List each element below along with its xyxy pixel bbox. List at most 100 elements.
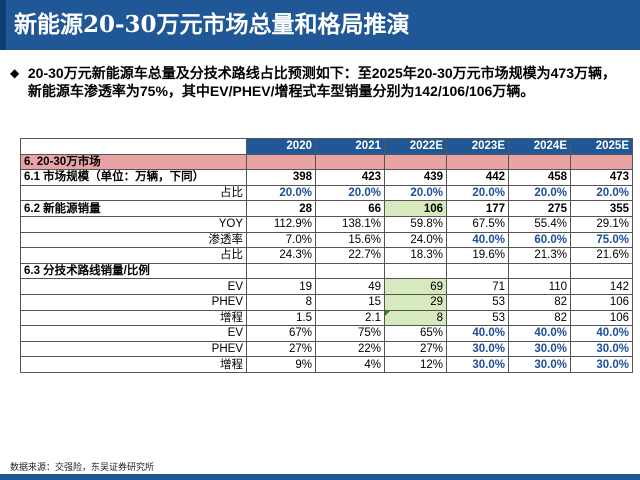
footer-bar <box>0 474 640 480</box>
table-row: 6.1 市场规模（单位：万辆，下同） 398 423 439 442 458 4… <box>20 169 633 186</box>
table-cell: 40.0% <box>446 325 509 342</box>
table-row: EV 19 49 69 71 110 142 <box>20 278 633 295</box>
table-cell: 275 <box>508 200 571 217</box>
table-cell: 106 <box>570 293 633 311</box>
table-row: 6.3 分技术路线销量/比例 <box>20 262 633 280</box>
table-cell: 30.0% <box>570 340 633 358</box>
table-cell: 4% <box>315 356 385 373</box>
table-cell: 19 <box>246 278 316 295</box>
table-cell: 21.6% <box>570 247 633 264</box>
table-cell: 20.0% <box>315 184 385 202</box>
table-cell: 69 <box>384 278 447 295</box>
table-cell: 65% <box>384 325 447 342</box>
table-row: PHEV 8 15 29 53 82 106 <box>20 293 633 311</box>
table-cell: 22.7% <box>315 247 385 264</box>
row-label: 占比 <box>20 184 247 202</box>
empty-cell <box>246 153 316 171</box>
table-cell: 30.0% <box>508 340 571 358</box>
table-cell: 21.3% <box>508 247 571 264</box>
row-label: 渗透率 <box>20 231 247 249</box>
bullet-point: ◆ 20-30万元新能源车总量及分技术路线占比预测如下：至2025年20-30万… <box>10 64 630 100</box>
table-cell: 8 <box>384 309 447 327</box>
table-cell: 71 <box>446 278 509 295</box>
table-row: YOY 112.9% 138.1% 59.8% 67.5% 55.4% 29.1… <box>20 215 633 233</box>
row-label: 增程 <box>20 309 247 327</box>
year-header: 2020 <box>246 138 316 155</box>
table-cell: 30.0% <box>446 340 509 358</box>
table-cell: 40.0% <box>570 325 633 342</box>
table-cell: 75% <box>315 325 385 342</box>
table-cell: 29 <box>384 293 447 311</box>
table-cell: 15 <box>315 293 385 311</box>
table-cell: 2.1 <box>315 309 385 327</box>
table-cell: 82 <box>508 309 571 327</box>
table-cell: 24.0% <box>384 231 447 249</box>
table-cell: 12% <box>384 356 447 373</box>
data-source-note: 数据来源：交强险，东吴证券研究所 <box>10 462 155 472</box>
table-cell: 55.4% <box>508 215 571 233</box>
table-cell: 20.0% <box>384 184 447 202</box>
table-cell: 7.0% <box>246 231 316 249</box>
table-cell: 138.1% <box>315 215 385 233</box>
table-row: 占比 20.0% 20.0% 20.0% 20.0% 20.0% 20.0% <box>20 184 633 202</box>
table-cell: 27% <box>246 340 316 358</box>
empty-cell <box>384 153 447 171</box>
table-row: PHEV 27% 22% 27% 30.0% 30.0% 30.0% <box>20 340 633 358</box>
table-cell: 40.0% <box>508 325 571 342</box>
bullet-text: 20-30万元新能源车总量及分技术路线占比预测如下：至2025年20-30万元市… <box>27 65 617 99</box>
empty-cell <box>246 262 316 280</box>
table-cell: 106 <box>570 309 633 327</box>
year-header: 2022E <box>384 138 447 155</box>
table-cell: 40.0% <box>446 231 509 249</box>
row-label: PHEV <box>20 340 247 358</box>
table-cell: 30.0% <box>570 356 633 373</box>
table-cell: 19.6% <box>446 247 509 264</box>
forecast-table: 2020 2021 2022E 2023E 2024E 2025E 6. 20-… <box>20 138 633 373</box>
table-cell: 67.5% <box>446 215 509 233</box>
row-label: 6.3 分技术路线销量/比例 <box>20 262 247 280</box>
empty-cell <box>315 262 385 280</box>
table-cell: 177 <box>446 200 509 217</box>
empty-cell <box>570 153 633 171</box>
empty-cell <box>508 153 571 171</box>
row-label: EV <box>20 278 247 295</box>
table-cell: 142 <box>570 278 633 295</box>
row-label: 增程 <box>20 356 247 373</box>
table-cell: 398 <box>246 169 316 186</box>
section-title: 6. 20-30万市场 <box>20 153 247 171</box>
table-row: 占比 24.3% 22.7% 18.3% 19.6% 21.3% 21.6% <box>20 247 633 264</box>
table-cell: 53 <box>446 293 509 311</box>
table-cell: 75.0% <box>570 231 633 249</box>
table-cell: 15.6% <box>315 231 385 249</box>
table-cell: 423 <box>315 169 385 186</box>
table-cell: 20.0% <box>508 184 571 202</box>
table-cell: 82 <box>508 293 571 311</box>
table-header-row: 2020 2021 2022E 2023E 2024E 2025E <box>20 138 633 155</box>
empty-cell <box>446 153 509 171</box>
table-cell: 28 <box>246 200 316 217</box>
table-row: 6.2 新能源销量 28 66 106 177 275 355 <box>20 200 633 217</box>
empty-cell <box>570 262 633 280</box>
row-label: 6.1 市场规模（单位：万辆，下同） <box>20 169 247 186</box>
row-label: PHEV <box>20 293 247 311</box>
title-bar: 新能源20-30万元市场总量和格局推演 <box>0 0 640 50</box>
section-title-row: 6. 20-30万市场 <box>20 153 633 171</box>
table-row: 增程 9% 4% 12% 30.0% 30.0% 30.0% <box>20 356 633 373</box>
year-header: 2025E <box>570 138 633 155</box>
empty-cell <box>446 262 509 280</box>
table-cell: 30.0% <box>446 356 509 373</box>
empty-cell <box>508 262 571 280</box>
empty-cell <box>384 262 447 280</box>
row-label: EV <box>20 325 247 342</box>
table-cell: 60.0% <box>508 231 571 249</box>
page-title: 新能源20-30万元市场总量和格局推演 <box>14 11 410 38</box>
table-cell: 18.3% <box>384 247 447 264</box>
row-label: 6.2 新能源销量 <box>20 200 247 217</box>
row-label: YOY <box>20 215 247 233</box>
year-header: 2023E <box>446 138 509 155</box>
header-corner-cell <box>20 138 247 155</box>
year-header: 2024E <box>508 138 571 155</box>
diamond-bullet-icon: ◆ <box>10 66 20 80</box>
table-cell: 20.0% <box>246 184 316 202</box>
table-cell: 8 <box>246 293 316 311</box>
